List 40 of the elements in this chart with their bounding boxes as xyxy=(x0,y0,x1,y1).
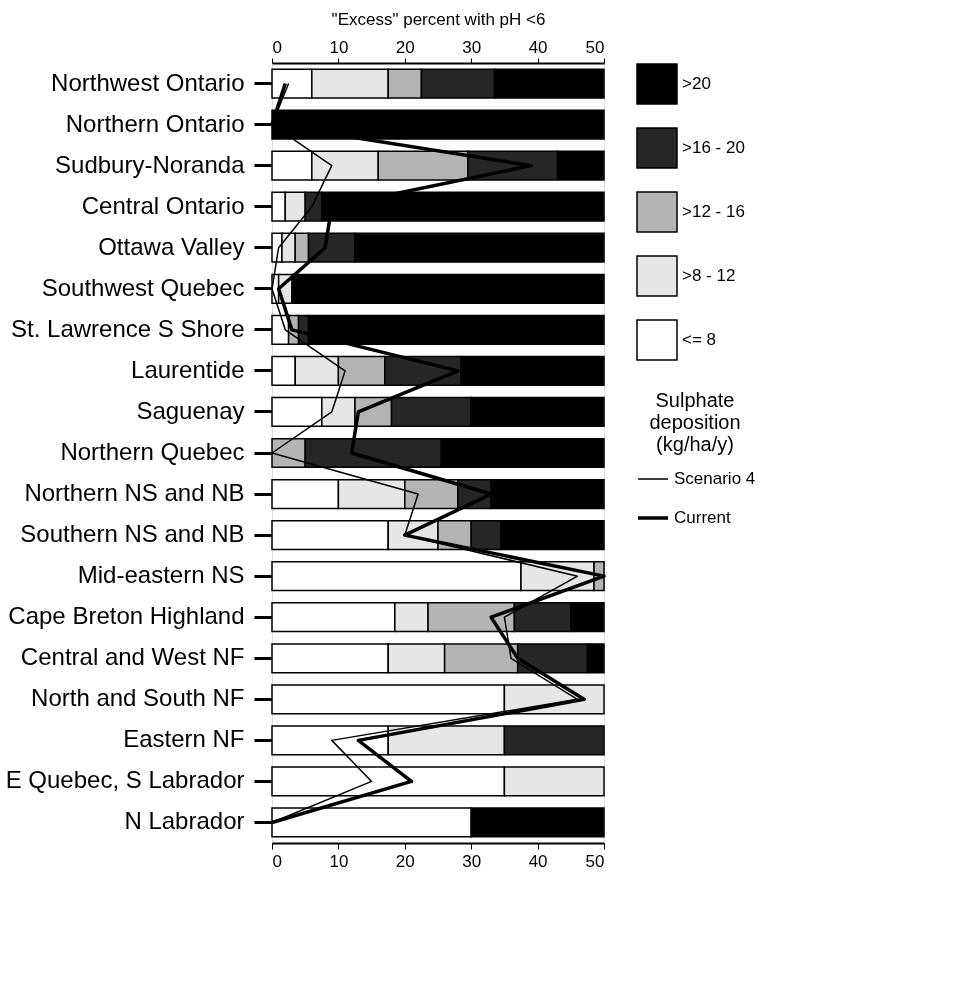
y-tick-label: Northern Ontario xyxy=(65,109,245,137)
y-tick-label: Northern NS and NB xyxy=(24,479,245,507)
x-tick-label: 0 xyxy=(272,37,282,57)
x-tick-label: 10 xyxy=(329,37,349,57)
legend-label: <= 8 xyxy=(682,330,717,349)
y-tick-label: Ottawa Valley xyxy=(98,232,245,260)
x-tick-label: 50 xyxy=(585,37,605,57)
y-tick-label: Saguenay xyxy=(136,396,245,424)
y-tick-label: Northwest Ontario xyxy=(51,68,245,96)
x2-tick-label: 0 xyxy=(272,851,282,871)
legend-label: >8 - 12 xyxy=(682,266,736,285)
legend-label: Scenario 4 xyxy=(674,469,756,488)
y-tick-label: Eastern NF xyxy=(123,725,245,753)
y-tick-label: Northern Quebec xyxy=(60,438,245,465)
legend-label: >20 xyxy=(682,74,711,93)
y-tick-label: Central Ontario xyxy=(81,191,245,219)
x2-tick-label: 50 xyxy=(585,851,605,871)
y-tick-label: E Quebec, S Labrador xyxy=(5,766,245,794)
x2-tick-label: 30 xyxy=(462,851,482,871)
y-tick-label: Sudbury-Noranda xyxy=(55,150,246,178)
y-tick-label: Cape Breton Highland xyxy=(8,602,245,630)
x-tick-label: 20 xyxy=(395,37,415,57)
y-tick-label: Mid-eastern NS xyxy=(77,561,245,589)
y-tick-label: North and South NF xyxy=(31,684,245,712)
y-tick-label: Central and West NF xyxy=(20,643,245,671)
x2-tick-label: 10 xyxy=(329,851,349,871)
y-tick-label: Laurentide xyxy=(131,355,245,383)
y-tick-label: N Labrador xyxy=(124,807,245,835)
x2-tick-label: 40 xyxy=(528,851,548,871)
y-tick-label: Southern NS and NB xyxy=(20,520,245,548)
x2-tick-label: 20 xyxy=(395,851,415,871)
y-tick-label: St. Lawrence S Shore xyxy=(11,314,245,342)
x2-axis-title: "Excess" percent with pH <6 xyxy=(331,9,546,29)
y-tick-label: Southwest Quebec xyxy=(41,273,245,301)
legend-label: >16 - 20 xyxy=(682,138,745,157)
legend-label: Current xyxy=(674,508,731,527)
legend-title: Sulphate deposition (kg/ha/y) xyxy=(649,389,741,455)
legend-label: >12 - 16 xyxy=(682,202,745,221)
x-tick-label: 40 xyxy=(528,37,548,57)
x-tick-label: 30 xyxy=(462,37,482,57)
